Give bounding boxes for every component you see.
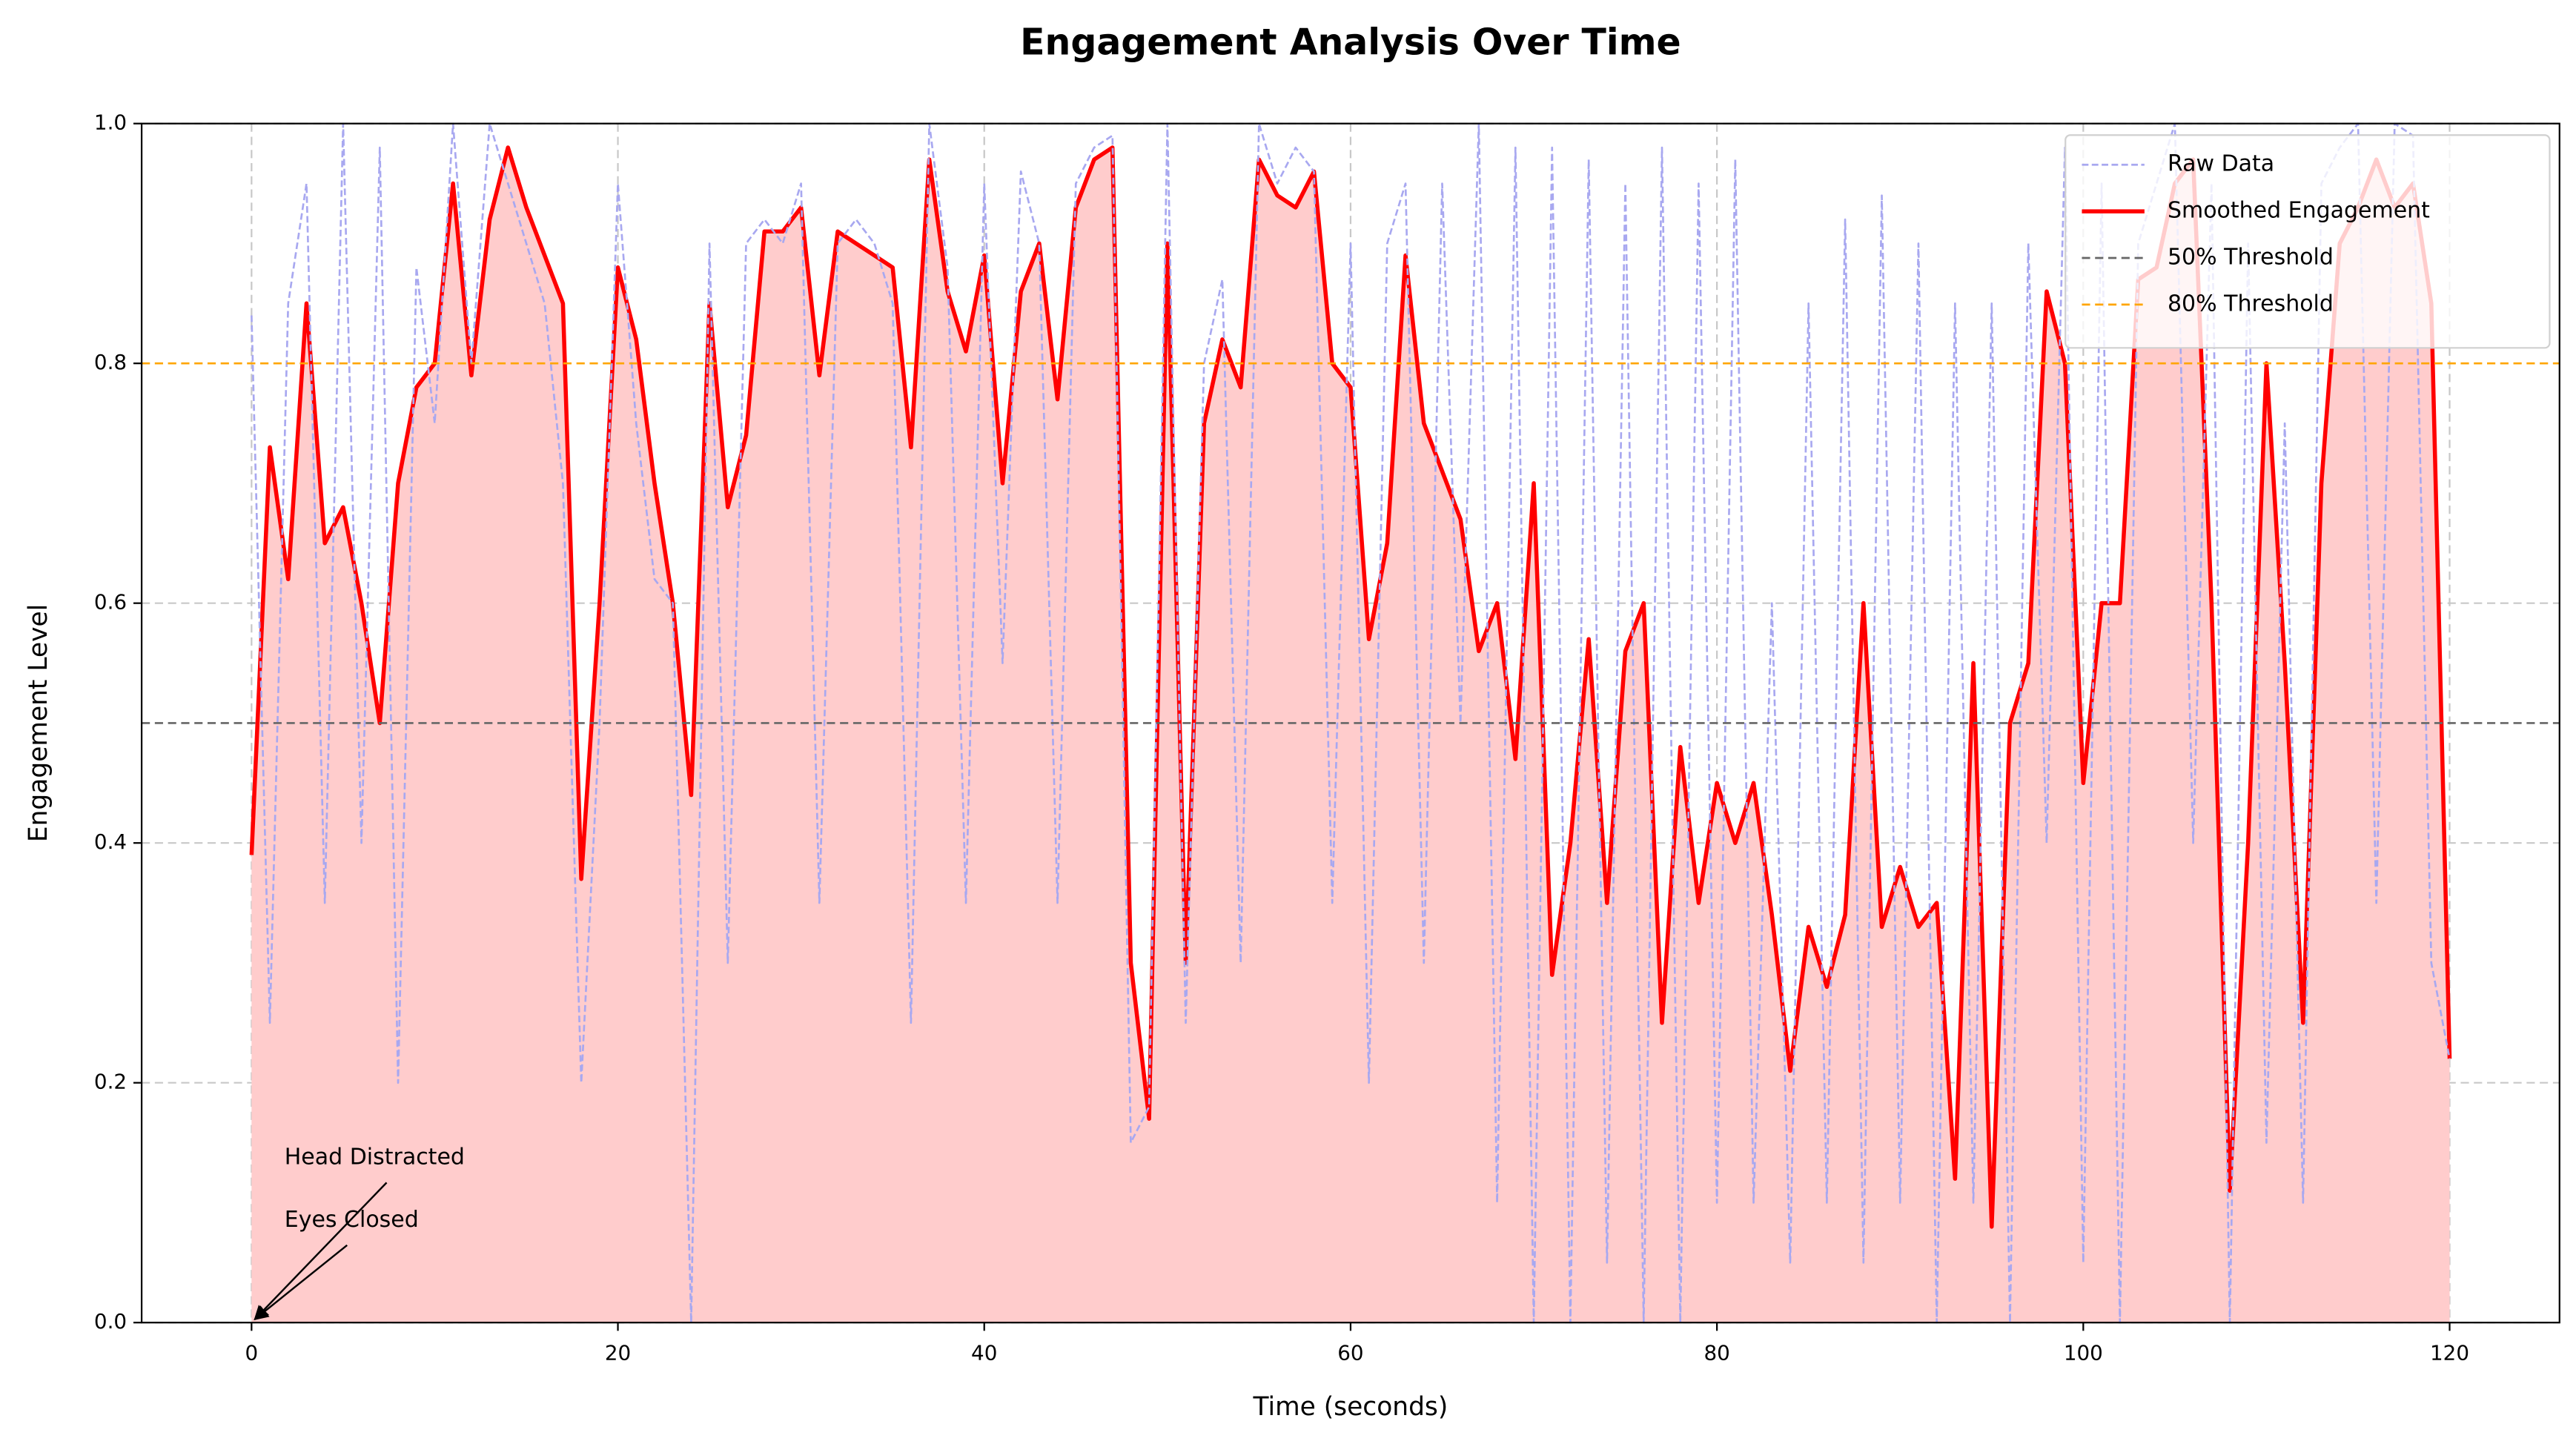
y-tick-label: 0.4 <box>94 829 127 854</box>
plot-frame <box>140 122 2560 1324</box>
chart-title: Engagement Analysis Over Time <box>1020 21 1681 64</box>
y-axis-label: Engagement Level <box>24 604 53 842</box>
y-tick-label: 0.2 <box>94 1070 127 1094</box>
x-tick-label: 120 <box>2430 1340 2469 1365</box>
annotation: Head Distracted <box>285 1145 465 1170</box>
x-axis-label: Time (seconds) <box>1253 1392 1448 1422</box>
y-tick-label: 0.8 <box>94 350 127 374</box>
line <box>251 122 2451 1324</box>
line <box>249 145 2452 1229</box>
area <box>251 148 2450 1323</box>
x-tick-label: 40 <box>971 1340 997 1365</box>
annotation-arrow <box>254 1182 388 1321</box>
legend-label: 80% Threshold <box>2168 291 2334 317</box>
annotation-arrow <box>254 1244 348 1320</box>
legend-label: Raw Data <box>2168 151 2274 177</box>
x-tick-label: 0 <box>245 1340 259 1365</box>
x-tick-label: 60 <box>1337 1340 1363 1365</box>
x-tick-label: 100 <box>2064 1340 2103 1365</box>
legend-label: Smoothed Engagement <box>2168 198 2430 224</box>
y-tick-label: 0.6 <box>94 590 127 615</box>
y-tick-label: 0.0 <box>94 1309 127 1334</box>
x-tick-label: 80 <box>1703 1340 1729 1365</box>
y-tick-label: 1.0 <box>94 110 127 135</box>
annotation: Eyes Closed <box>285 1207 419 1233</box>
legend-label: 50% Threshold <box>2168 244 2334 270</box>
legend-box <box>2065 134 2551 349</box>
x-tick-label: 20 <box>605 1340 631 1365</box>
